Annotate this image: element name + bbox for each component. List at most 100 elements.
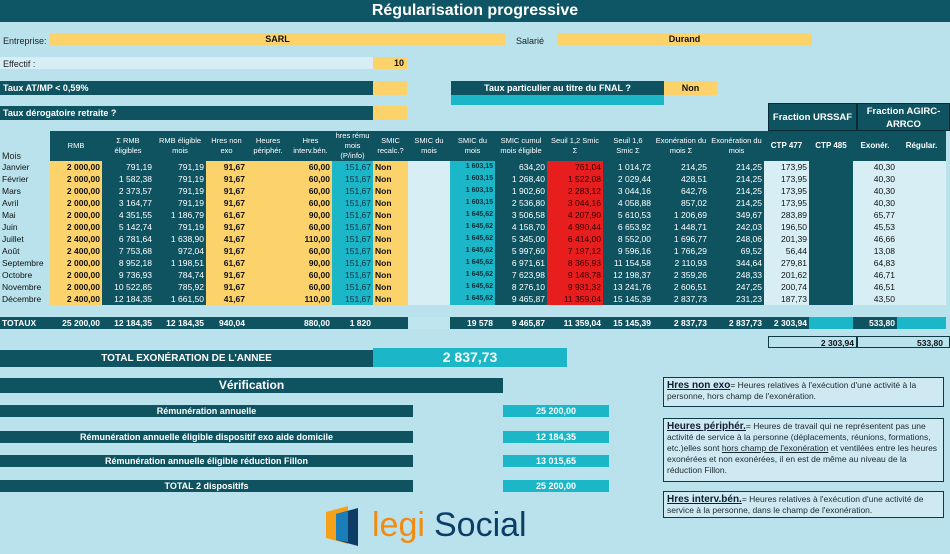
cell-hres-remu[interactable]: 151,67 [332,209,373,221]
cell-hres-non-exo[interactable]: 41,67 [206,233,247,245]
cell-hres-remu[interactable]: 151,67 [332,161,373,173]
cell-rmb-mois[interactable]: 1 638,90 [154,233,206,245]
cell-sum-rmb[interactable]: 7 753,68 [102,245,154,257]
cell-sum-rmb[interactable]: 8 952,18 [102,257,154,269]
cell-hres-non-exo[interactable]: 91,67 [206,197,247,209]
cell-rmb-mois[interactable]: 791,19 [154,173,206,185]
cell-heures-peripher[interactable] [247,209,289,221]
cell-smic-recalc[interactable]: Non [373,233,408,245]
cell-hres-non-exo[interactable]: 41,67 [206,293,247,305]
cell-rmb-mois[interactable]: 1 186,79 [154,209,206,221]
cell-smic-recalc[interactable]: Non [373,281,408,293]
cell-rmb[interactable]: 2 000,00 [50,257,102,269]
cell-rmb-mois[interactable]: 791,19 [154,161,206,173]
cell-hres-interv[interactable]: 60,00 [289,221,332,233]
cell-hres-interv[interactable]: 90,00 [289,209,332,221]
cell-rmb[interactable]: 2 000,00 [50,161,102,173]
cell-sum-rmb[interactable]: 4 351,55 [102,209,154,221]
taux-atmp-field[interactable] [373,81,407,95]
cell-sum-rmb[interactable]: 9 736,93 [102,269,154,281]
cell-hres-interv[interactable]: 60,00 [289,269,332,281]
cell-rmb[interactable]: 2 000,00 [50,197,102,209]
cell-sum-rmb[interactable]: 5 142,74 [102,221,154,233]
cell-rmb[interactable]: 2 000,00 [50,221,102,233]
cell-heures-peripher[interactable] [247,293,289,305]
cell-hres-interv[interactable]: 60,00 [289,185,332,197]
cell-rmb-mois[interactable]: 791,19 [154,197,206,209]
cell-rmb-mois[interactable]: 791,19 [154,221,206,233]
cell-heures-peripher[interactable] [247,173,289,185]
cell-rmb-mois[interactable]: 1 661,50 [154,293,206,305]
cell-hres-remu[interactable]: 151,67 [332,233,373,245]
cell-smic-recalc[interactable]: Non [373,185,408,197]
cell-sum-rmb[interactable]: 6 781,64 [102,233,154,245]
cell-heures-peripher[interactable] [247,269,289,281]
cell-rmb[interactable]: 2 000,00 [50,281,102,293]
cell-hres-interv[interactable]: 60,00 [289,245,332,257]
cell-sum-rmb[interactable]: 1 582,38 [102,173,154,185]
cell-hres-remu[interactable]: 151,67 [332,221,373,233]
cell-hres-remu[interactable]: 151,67 [332,173,373,185]
taux-retraite-field[interactable] [373,106,407,120]
cell-rmb[interactable]: 2 400,00 [50,245,102,257]
cell-sum-rmb[interactable]: 12 184,35 [102,293,154,305]
cell-rmb-mois[interactable]: 784,74 [154,269,206,281]
cell-smic-recalc[interactable]: Non [373,161,408,173]
cell-smic-recalc[interactable]: Non [373,257,408,269]
salarie-field[interactable]: Durand [557,33,812,45]
cell-hres-interv[interactable]: 60,00 [289,161,332,173]
cell-rmb[interactable]: 2 000,00 [50,269,102,281]
cell-hres-interv[interactable]: 60,00 [289,173,332,185]
cell-hres-remu[interactable]: 151,67 [332,281,373,293]
cell-hres-remu[interactable]: 151,67 [332,185,373,197]
cell-hres-non-exo[interactable]: 91,67 [206,161,247,173]
cell-rmb[interactable]: 2 000,00 [50,209,102,221]
cell-hres-non-exo[interactable]: 91,67 [206,221,247,233]
cell-rmb[interactable]: 2 400,00 [50,293,102,305]
taux-fnal-field[interactable]: Non [664,81,717,95]
cell-hres-remu[interactable]: 151,67 [332,269,373,281]
cell-heures-peripher[interactable] [247,257,289,269]
cell-smic-recalc[interactable]: Non [373,209,408,221]
cell-hres-remu[interactable]: 151,67 [332,245,373,257]
cell-sum-rmb[interactable]: 10 522,85 [102,281,154,293]
cell-rmb[interactable]: 2 400,00 [50,233,102,245]
cell-hres-non-exo[interactable]: 91,67 [206,269,247,281]
cell-smic-recalc[interactable]: Non [373,245,408,257]
cell-smic-recalc[interactable]: Non [373,173,408,185]
cell-rmb-mois[interactable]: 972,04 [154,245,206,257]
cell-hres-interv[interactable]: 110,00 [289,293,332,305]
cell-hres-non-exo[interactable]: 91,67 [206,185,247,197]
cell-hres-remu[interactable]: 151,67 [332,257,373,269]
cell-smic-recalc[interactable]: Non [373,221,408,233]
cell-heures-peripher[interactable] [247,185,289,197]
cell-rmb[interactable]: 2 000,00 [50,173,102,185]
cell-sum-rmb[interactable]: 791,19 [102,161,154,173]
cell-hres-remu[interactable]: 151,67 [332,293,373,305]
cell-rmb-mois[interactable]: 791,19 [154,185,206,197]
cell-smic-recalc[interactable]: Non [373,269,408,281]
cell-hres-interv[interactable]: 60,00 [289,197,332,209]
cell-rmb-mois[interactable]: 785,92 [154,281,206,293]
cell-heures-peripher[interactable] [247,221,289,233]
cell-sum-rmb[interactable]: 3 164,77 [102,197,154,209]
cell-heures-peripher[interactable] [247,281,289,293]
cell-heures-peripher[interactable] [247,233,289,245]
cell-hres-interv[interactable]: 60,00 [289,281,332,293]
cell-smic-recalc[interactable]: Non [373,293,408,305]
cell-hres-non-exo[interactable]: 61,67 [206,209,247,221]
cell-heures-peripher[interactable] [247,161,289,173]
entreprise-field[interactable]: SARL [50,33,505,45]
cell-hres-non-exo[interactable]: 91,67 [206,173,247,185]
cell-hres-remu[interactable]: 151,67 [332,197,373,209]
cell-hres-non-exo[interactable]: 91,67 [206,245,247,257]
effectif-field[interactable]: 10 [373,57,407,69]
cell-smic-recalc[interactable]: Non [373,197,408,209]
cell-heures-peripher[interactable] [247,245,289,257]
cell-sum-rmb[interactable]: 2 373,57 [102,185,154,197]
cell-hres-interv[interactable]: 90,00 [289,257,332,269]
cell-hres-non-exo[interactable]: 61,67 [206,257,247,269]
cell-rmb-mois[interactable]: 1 198,51 [154,257,206,269]
cell-heures-peripher[interactable] [247,197,289,209]
cell-hres-interv[interactable]: 110,00 [289,233,332,245]
